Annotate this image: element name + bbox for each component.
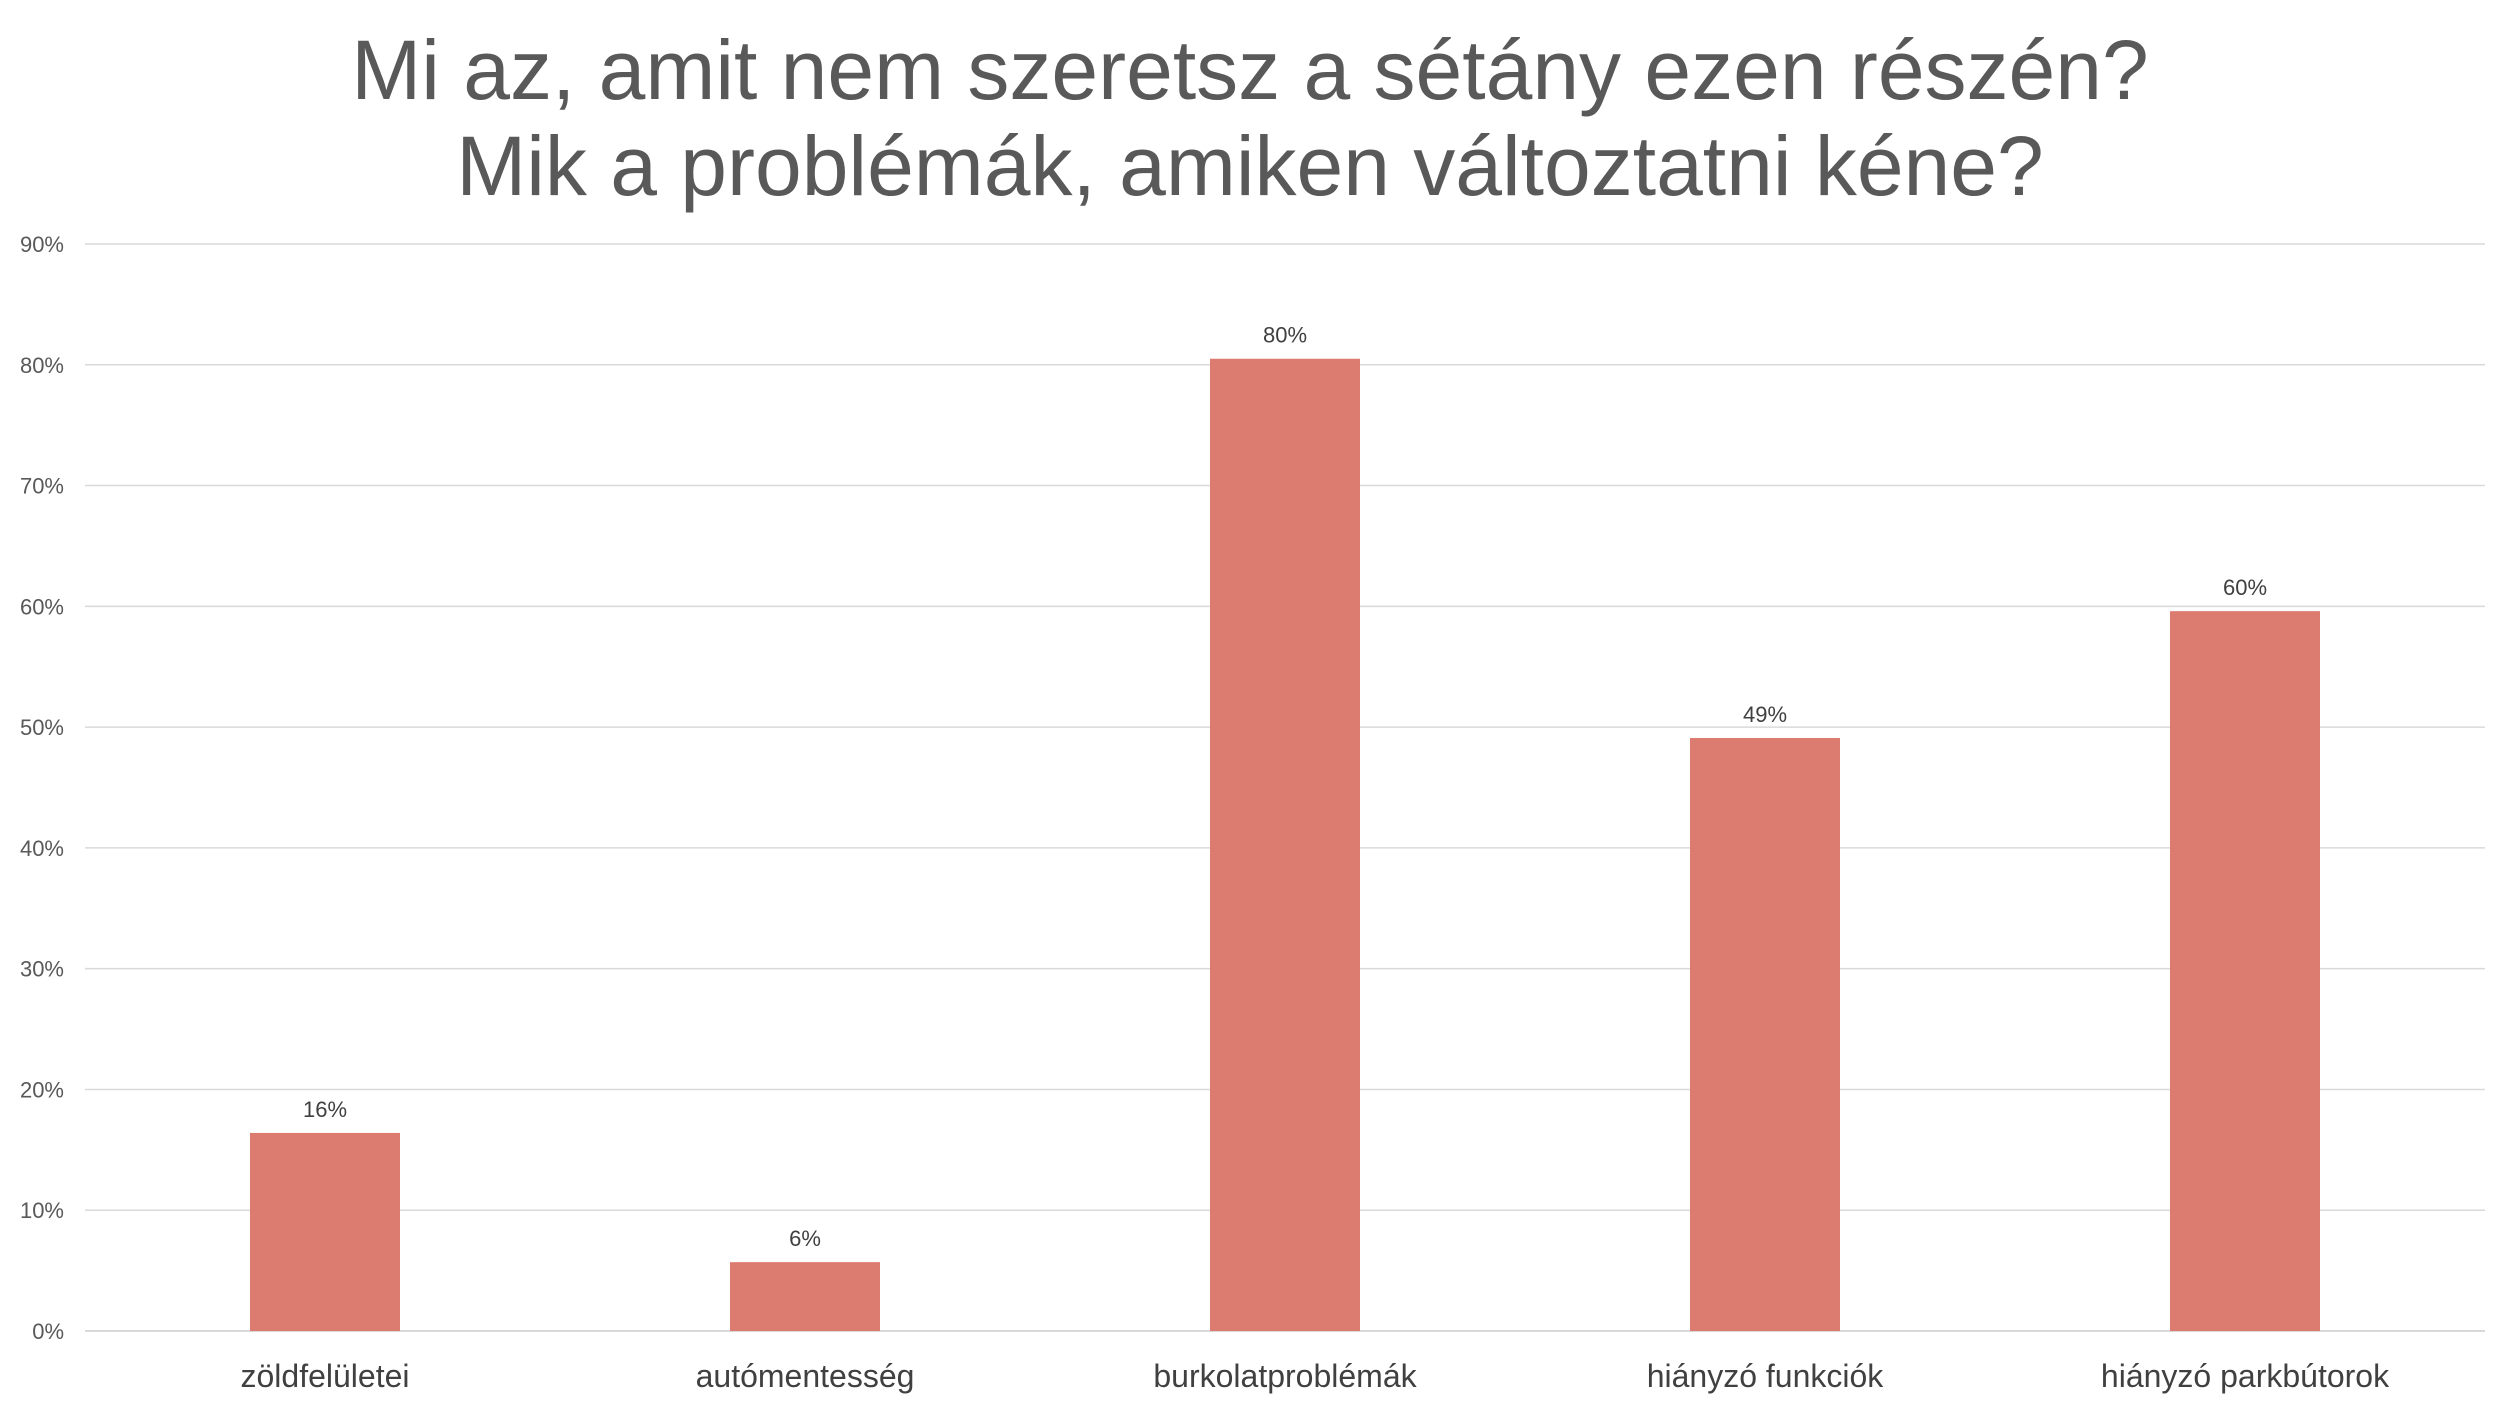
y-tick-label: 20% — [20, 1077, 64, 1102]
data-labels: 16% 6% 80% 49% 60% — [303, 323, 2267, 1251]
data-label: 60% — [2223, 575, 2267, 600]
y-tick-label: 0% — [32, 1319, 64, 1344]
bar — [1210, 358, 1360, 1331]
data-label: 49% — [1743, 702, 1787, 727]
y-tick-label: 50% — [20, 715, 64, 740]
x-category-label: zöldfelületei — [241, 1358, 410, 1394]
bar — [1690, 737, 1840, 1331]
y-tick-label: 90% — [20, 232, 64, 257]
data-label: 16% — [303, 1097, 347, 1122]
y-tick-label: 70% — [20, 474, 64, 499]
data-label: 6% — [789, 1226, 821, 1251]
y-tick-label: 60% — [20, 594, 64, 619]
x-category-label: hiányzó parkbútorok — [2101, 1358, 2390, 1394]
y-tick-label: 80% — [20, 353, 64, 378]
chart-title-line-1: Mi az, amit nem szeretsz a sétány ezen r… — [351, 23, 2149, 117]
y-tick-label: 10% — [20, 1198, 64, 1223]
bar — [2170, 611, 2320, 1331]
data-label: 80% — [1263, 323, 1307, 348]
x-category-label: burkolatproblémák — [1153, 1358, 1417, 1394]
chart-title-line-2: Mik a problémák, amiken változtatni kéne… — [456, 119, 2044, 213]
x-axis-category-labels: zöldfelületei autómentesség burkolatproblé… — [241, 1358, 2391, 1394]
bar — [730, 1262, 880, 1331]
x-category-label: hiányzó funkciók — [1647, 1358, 1885, 1394]
x-category-label: autómentesség — [696, 1358, 915, 1394]
bars — [250, 358, 2320, 1331]
y-tick-label: 40% — [20, 836, 64, 861]
y-tick-label: 30% — [20, 957, 64, 982]
y-axis-tick-labels: 0% 10% 20% 30% 40% 50% 60% 70% 80% 90% — [20, 232, 64, 1344]
chart-title: Mi az, amit nem szeretsz a sétány ezen r… — [0, 22, 2500, 214]
bar — [250, 1132, 400, 1331]
